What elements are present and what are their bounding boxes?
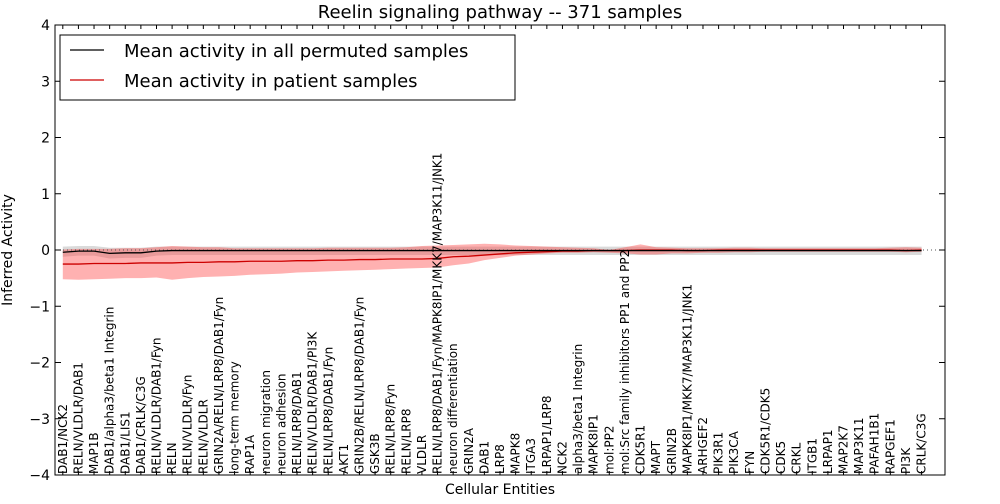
y-tick-label: −3 <box>29 412 50 428</box>
x-tick-label: GRIN2A/RELN/LRP8/DAB1/Fyn <box>212 297 226 474</box>
x-tick-label: NCK2 <box>555 441 569 474</box>
x-tick-label: MAPK8 <box>509 433 523 474</box>
x-tick-label: CRLK/C3G <box>915 413 929 474</box>
line-permuted <box>62 249 922 255</box>
x-tick-label: RELN/VLDLR/Fyn <box>181 375 195 474</box>
x-tick-label: neuron differentiation <box>446 343 460 474</box>
x-tick-label: MAP3K11 <box>852 417 866 474</box>
x-tick-label: FYN <box>743 451 757 474</box>
x-tick-label: AKT1 <box>337 444 351 474</box>
x-tick-label: MAPT <box>649 440 663 474</box>
x-tick-label: PIK3CA <box>727 430 741 474</box>
x-tick-label: RELN/LRP8 <box>399 408 413 474</box>
legend-box <box>59 34 516 101</box>
legend-label-permuted: Mean activity in all permuted samples <box>124 41 468 62</box>
x-tick-label: RELN/VLDLR/DAB1/Fyn <box>149 338 163 474</box>
x-tick-label: alpha3/beta1 Integrin <box>571 344 585 474</box>
x-tick-label: RELN/LRP8/DAB1/Fyn <box>321 347 335 474</box>
x-tick-label: DAB1/CRLK/C3G <box>134 376 148 474</box>
x-tick-label: RAPGEF1 <box>883 419 897 474</box>
band-patient <box>62 243 922 280</box>
y-axis-label: Inferred Activity <box>0 194 16 306</box>
x-tick-label: VLDLR <box>415 435 429 474</box>
x-tick-label: RELN/VLDLR <box>196 399 210 474</box>
chart-title: Reelin signaling pathway -- 371 samples <box>318 2 682 23</box>
y-tick-label: −4 <box>29 468 50 484</box>
x-tick-label: mol:Src family inhibitors PP1 and PP2 <box>618 250 632 474</box>
x-tick-label: DAB1/LIS1 <box>118 411 132 474</box>
x-tick-label: MAPK8IP1 <box>587 414 601 474</box>
x-tick-label: RELN/LRP8/DAB1 <box>290 371 304 474</box>
x-tick-label: RELN/VLDLR/DAB1/PI3K <box>306 331 320 474</box>
y-tick-label: 4 <box>41 18 50 34</box>
legend-label-patient: Mean activity in patient samples <box>124 71 418 92</box>
x-tick-label: RELN/LRP8/Fyn <box>384 384 398 474</box>
x-axis-label: Cellular Entities <box>445 482 555 498</box>
x-tick-label: GRIN2B/RELN/LRP8/DAB1/Fyn <box>352 297 366 474</box>
y-tick-label: 0 <box>41 243 50 259</box>
x-tick-label: LRP8 <box>493 444 507 474</box>
x-tick-label: GRIN2B <box>665 428 679 474</box>
y-tick-label: −2 <box>29 356 50 372</box>
y-tick-label: −1 <box>29 299 50 315</box>
x-tick-label: DAB1/alpha3/beta1 Integrin <box>103 307 117 474</box>
x-tick-label: GSK3B <box>368 433 382 474</box>
x-tick-label: RELN/VLDLR/DAB1 <box>71 362 85 474</box>
x-tick-label: MAP1B <box>87 432 101 474</box>
x-tick-label: CRKL <box>790 442 804 474</box>
x-tick-label: neuron adhesion <box>274 373 288 474</box>
x-tick-label: neuron migration <box>259 370 273 474</box>
x-tick-label: MAP2K7 <box>837 425 851 474</box>
band-permuted <box>62 246 922 259</box>
x-tick-label: PI3K <box>899 447 913 474</box>
x-tick-label: PIK3R1 <box>712 432 726 474</box>
y-tick-label: 2 <box>41 131 50 147</box>
x-tick-label: long-term memory <box>228 361 242 474</box>
x-tick-label: RELN/LRP8/DAB1/Fyn/MAPK8IP1/MKK7/MAP3K11… <box>431 153 445 474</box>
legend: Mean activity in all permuted samples Me… <box>59 34 516 101</box>
x-tick-label: CDK5R1/CDK5 <box>758 388 772 474</box>
x-tick-label: ITGB1 <box>805 438 819 474</box>
x-tick-label: ARHGEF2 <box>696 417 710 474</box>
x-tick-label: DAB1/NCK2 <box>56 404 70 474</box>
y-tick-label: 1 <box>41 187 50 203</box>
x-tick-label: CDK5 <box>774 441 788 474</box>
x-tick-label: GRIN2A <box>462 427 476 474</box>
x-tick-label: RAP1A <box>243 434 257 474</box>
y-tick-label: 3 <box>41 74 50 90</box>
x-tick-label: MAPK8IP1/MKK7/MAP3K11/JNK1 <box>680 284 694 474</box>
x-tick-label: LRPAP1/LRP8 <box>540 395 554 474</box>
x-tick-label: mol:PP2 <box>602 425 616 474</box>
x-tick-label: LRPAP1 <box>821 429 835 474</box>
x-tick-label: PAFAH1B1 <box>868 413 882 474</box>
x-tick-label: CDK5R1 <box>634 425 648 474</box>
x-tick-label: ITGA3 <box>524 438 538 474</box>
x-tick-label: RELN <box>165 442 179 474</box>
x-tick-label: DAB1 <box>477 441 491 474</box>
